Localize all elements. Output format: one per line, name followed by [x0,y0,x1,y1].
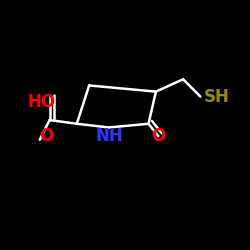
Text: HO: HO [28,92,56,110]
Text: O: O [39,127,53,145]
Text: NH: NH [95,127,123,145]
Text: O: O [151,127,166,145]
Text: SH: SH [204,88,230,106]
